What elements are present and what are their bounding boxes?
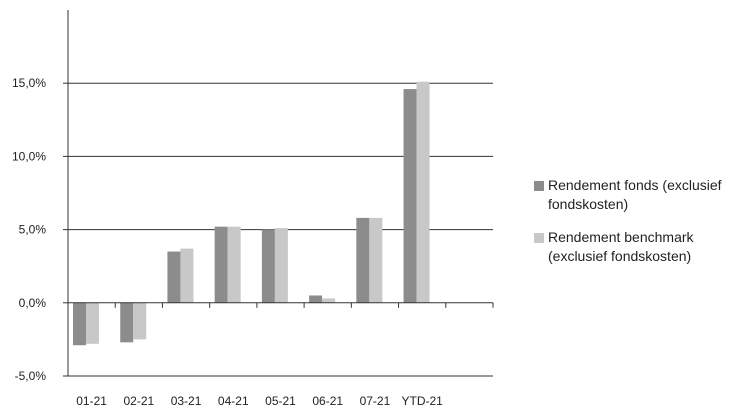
bar (416, 81, 430, 303)
legend-label-fonds: Rendement fonds (exclusief fondskosten) (548, 177, 722, 212)
bar (356, 217, 370, 303)
y-tick-label: 5,0% (19, 223, 47, 237)
legend-label-benchmark: Rendement benchmark (exclusief fondskost… (548, 229, 694, 264)
bar (180, 248, 194, 303)
legend-swatch-fonds (534, 181, 544, 191)
legend-item-benchmark: Rendement benchmark (exclusief fondskost… (534, 228, 739, 266)
bar (73, 302, 86, 346)
bar (403, 89, 417, 303)
bar (274, 228, 288, 303)
bar (133, 302, 147, 340)
bar (86, 302, 99, 344)
bar (322, 298, 336, 303)
bar (214, 226, 228, 303)
legend-swatch-benchmark (534, 233, 544, 243)
bars (73, 81, 430, 346)
y-tick-label: -5,0% (15, 369, 47, 383)
bar (227, 226, 241, 303)
legend-item-fonds: Rendement fonds (exclusief fondskosten) (534, 176, 739, 214)
bar (167, 251, 181, 303)
bar (120, 302, 134, 343)
y-tick-labels: -5,0% 0,0% 5,0% 10,0% 15,0% (12, 76, 46, 383)
y-tick-label: 15,0% (12, 76, 46, 90)
x-tick-label: 01-21 (76, 394, 107, 408)
x-tick-label: 03-21 (171, 394, 202, 408)
x-tick-label: 04-21 (218, 394, 249, 408)
x-tick-label: YTD-21 (401, 394, 443, 408)
x-tick-label: 06-21 (312, 394, 343, 408)
bar (261, 229, 275, 303)
x-tick-label: 02-21 (123, 394, 154, 408)
legend: Rendement fonds (exclusief fondskosten) … (534, 176, 739, 280)
y-tick-label: 0,0% (19, 296, 47, 310)
y-tick-label: 10,0% (12, 149, 46, 163)
x-tick-labels: 01-21 02-21 03-21 04-21 05-21 06-21 07-21 YTD-2… (76, 394, 443, 408)
x-tick-label: 07-21 (360, 394, 391, 408)
axes (63, 10, 494, 377)
bar (369, 217, 383, 303)
bar (309, 295, 323, 303)
x-tick-label: 05-21 (265, 394, 296, 408)
